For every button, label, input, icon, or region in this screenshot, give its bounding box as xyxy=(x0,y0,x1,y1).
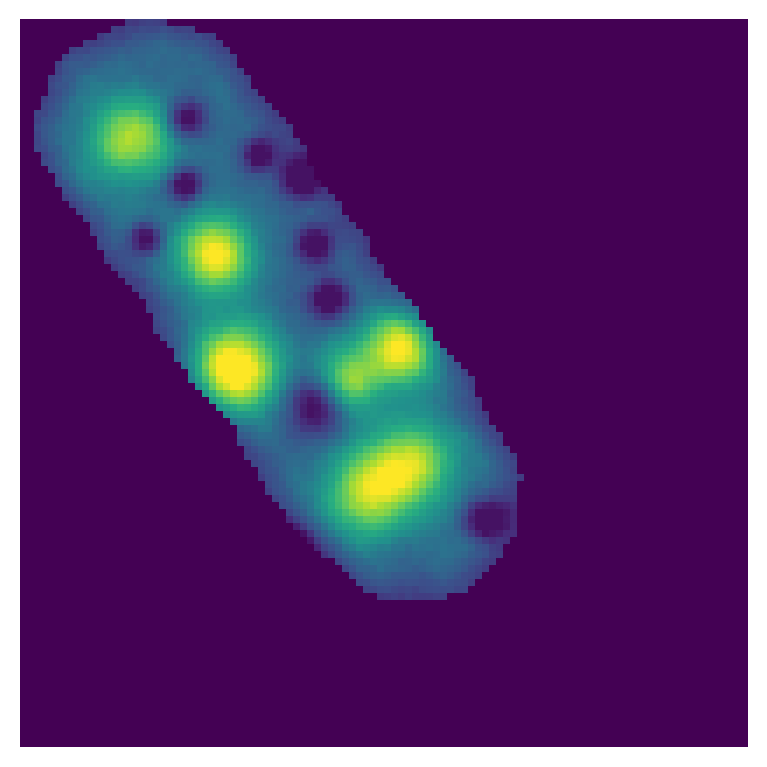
heatmap-image xyxy=(20,19,748,747)
cell-body xyxy=(34,19,524,600)
heatmap-frame xyxy=(20,19,748,747)
